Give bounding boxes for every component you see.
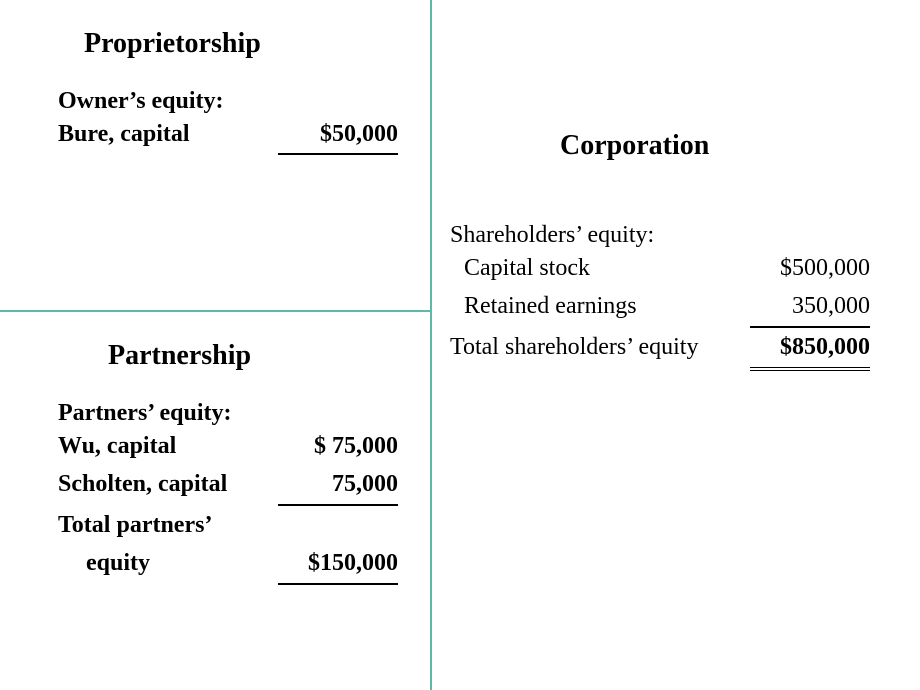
row-name: Wu, capital [58,427,278,465]
panel-corporation: Corporation Shareholders’ equity: Capita… [450,130,900,371]
row-name: Bure, capital [58,115,278,153]
row-name: Scholten, capital [58,465,278,503]
partnership-title: Partnership [58,340,418,372]
partnership-total-line2: equity $150,000 [58,544,418,584]
corporation-title: Corporation [450,130,900,162]
total-value: $150,000 [278,544,398,584]
row-value: 75,000 [278,465,398,505]
row-name: Retained earnings [450,287,750,325]
panel-proprietorship: Proprietorship Owner’s equity: Bure, cap… [58,28,418,155]
corporation-row: Retained earnings 350,000 [450,287,900,327]
total-label-line1: Total partners’ [58,506,278,544]
partnership-equity-label: Partners’ equity: [58,400,418,427]
partnership-row: Scholten, capital 75,000 [58,465,418,505]
vertical-divider [430,0,432,690]
corporation-row: Capital stock $500,000 [450,249,900,287]
row-value: $ 75,000 [278,427,398,465]
total-label-line2: equity [58,544,278,582]
proprietorship-title: Proprietorship [58,28,418,60]
partnership-row: Wu, capital $ 75,000 [58,427,418,465]
row-value: 350,000 [750,287,870,327]
total-label-line2-text: equity [86,550,150,576]
row-name: Capital stock [450,249,750,287]
total-label: Total shareholders’ equity [450,328,750,366]
total-value: $850,000 [750,328,870,371]
proprietorship-row: Bure, capital $50,000 [58,115,418,155]
horizontal-divider [0,310,430,312]
corporation-equity-label: Shareholders’ equity: [450,222,900,249]
panel-partnership: Partnership Partners’ equity: Wu, capita… [58,340,418,585]
corporation-total: Total shareholders’ equity $850,000 [450,328,900,371]
row-value: $500,000 [750,249,870,287]
partnership-total-line1: Total partners’ [58,506,418,544]
proprietorship-equity-label: Owner’s equity: [58,88,418,115]
row-value: $50,000 [278,115,398,155]
